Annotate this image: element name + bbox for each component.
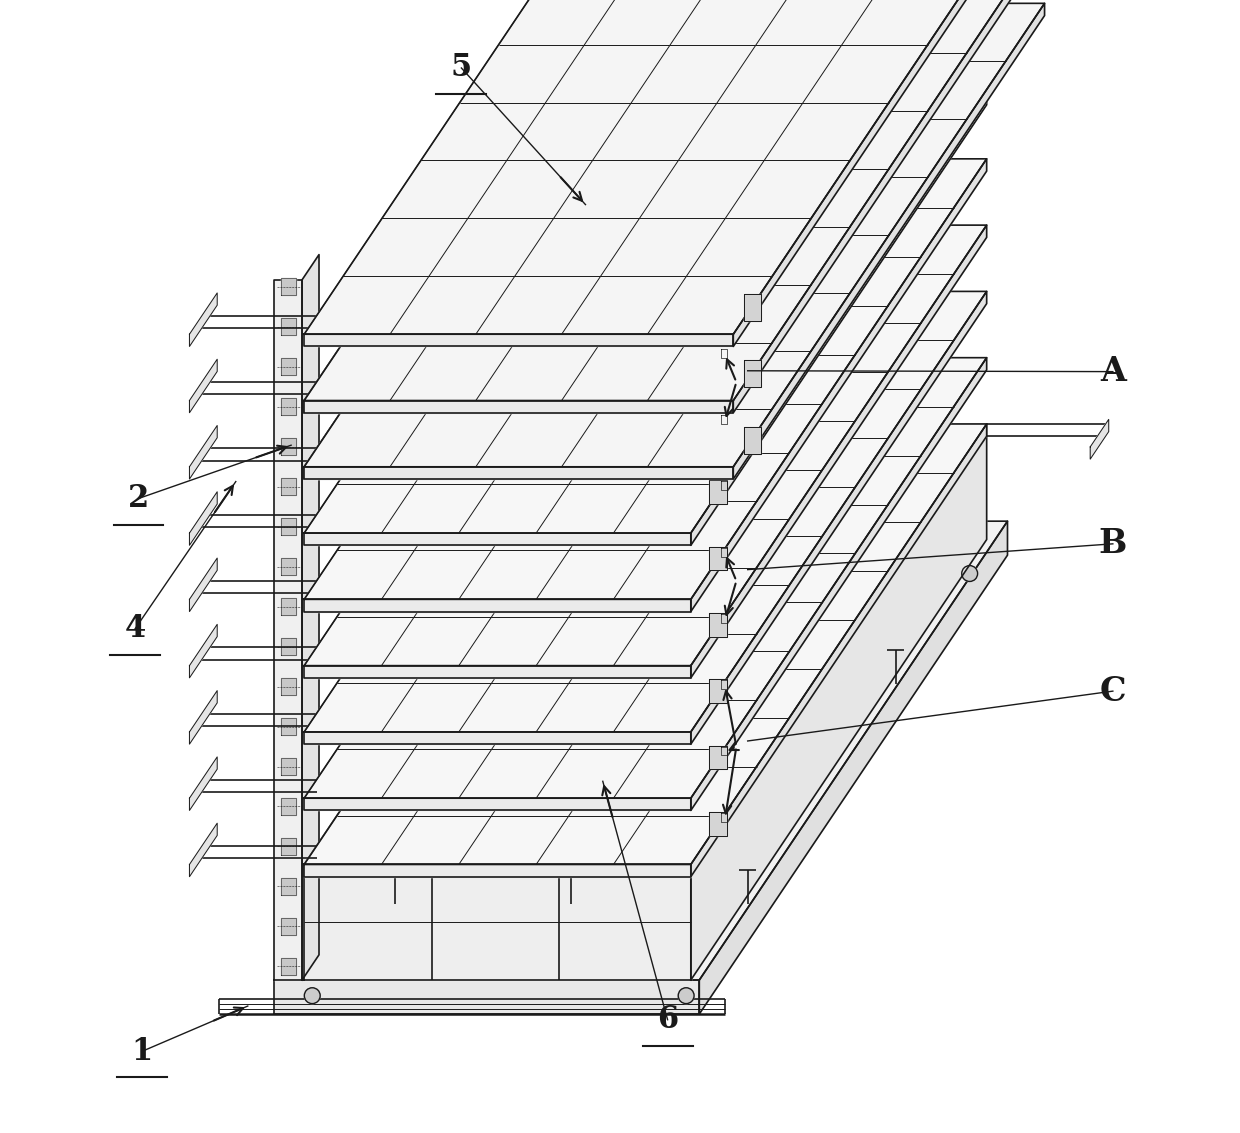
Polygon shape: [709, 811, 727, 836]
Polygon shape: [304, 424, 987, 864]
Polygon shape: [691, 358, 987, 810]
Polygon shape: [304, 599, 691, 612]
Polygon shape: [691, 93, 987, 545]
Polygon shape: [190, 293, 217, 347]
Circle shape: [588, 565, 604, 581]
Polygon shape: [280, 718, 295, 734]
Polygon shape: [280, 919, 295, 935]
Polygon shape: [304, 401, 691, 412]
Polygon shape: [304, 3, 1044, 467]
Polygon shape: [280, 598, 295, 615]
Polygon shape: [274, 980, 699, 1014]
Polygon shape: [304, 26, 987, 467]
Polygon shape: [304, 93, 987, 534]
Text: 6: 6: [657, 1004, 678, 1036]
Polygon shape: [744, 293, 761, 321]
Polygon shape: [190, 691, 217, 744]
Polygon shape: [280, 478, 295, 495]
Polygon shape: [709, 613, 727, 637]
Polygon shape: [304, 534, 691, 545]
Polygon shape: [304, 666, 691, 678]
Polygon shape: [280, 559, 295, 574]
Polygon shape: [304, 358, 987, 798]
Polygon shape: [304, 159, 987, 599]
Polygon shape: [190, 426, 217, 479]
Polygon shape: [274, 280, 303, 980]
Text: 4: 4: [124, 613, 146, 645]
Polygon shape: [190, 624, 217, 678]
Polygon shape: [691, 26, 987, 479]
Polygon shape: [280, 279, 295, 295]
Polygon shape: [1090, 419, 1109, 459]
Polygon shape: [733, 0, 1044, 347]
Polygon shape: [304, 467, 733, 479]
Polygon shape: [691, 424, 987, 980]
Polygon shape: [280, 758, 295, 775]
Polygon shape: [709, 679, 727, 702]
Polygon shape: [691, 159, 987, 612]
Polygon shape: [304, 334, 733, 347]
Polygon shape: [304, 401, 733, 412]
Polygon shape: [744, 426, 761, 453]
Text: 2: 2: [128, 483, 149, 514]
Polygon shape: [280, 519, 295, 535]
Polygon shape: [190, 559, 217, 612]
Text: 5: 5: [451, 52, 472, 84]
Polygon shape: [280, 438, 295, 454]
Polygon shape: [280, 358, 295, 375]
Polygon shape: [304, 291, 987, 732]
Circle shape: [678, 988, 694, 1004]
Polygon shape: [733, 0, 1044, 412]
Polygon shape: [691, 225, 987, 678]
Polygon shape: [190, 757, 217, 810]
Polygon shape: [709, 546, 727, 571]
Polygon shape: [190, 359, 217, 412]
Polygon shape: [280, 638, 295, 655]
Polygon shape: [303, 255, 319, 980]
Polygon shape: [709, 348, 727, 372]
Polygon shape: [709, 415, 727, 438]
Polygon shape: [304, 0, 1044, 334]
Polygon shape: [280, 959, 295, 974]
Text: B: B: [1099, 527, 1127, 561]
Polygon shape: [691, 424, 987, 877]
Polygon shape: [274, 521, 1007, 980]
Polygon shape: [691, 0, 987, 412]
Polygon shape: [280, 878, 295, 895]
Polygon shape: [280, 679, 295, 695]
Polygon shape: [304, 467, 691, 479]
Polygon shape: [304, 424, 987, 864]
Polygon shape: [304, 864, 691, 980]
Polygon shape: [190, 824, 217, 877]
Polygon shape: [304, 0, 987, 401]
Polygon shape: [691, 291, 987, 744]
Polygon shape: [304, 225, 987, 666]
Polygon shape: [709, 746, 727, 769]
Polygon shape: [280, 399, 295, 415]
Polygon shape: [280, 799, 295, 815]
Polygon shape: [304, 798, 691, 810]
Polygon shape: [733, 3, 1044, 479]
Text: 1: 1: [131, 1036, 153, 1067]
Circle shape: [962, 565, 977, 581]
Polygon shape: [709, 480, 727, 504]
Polygon shape: [304, 864, 691, 877]
Polygon shape: [699, 521, 1007, 1014]
Text: A: A: [1100, 355, 1126, 389]
Circle shape: [304, 988, 320, 1004]
Polygon shape: [304, 0, 1044, 401]
Polygon shape: [304, 732, 691, 744]
Polygon shape: [280, 838, 295, 854]
Polygon shape: [190, 492, 217, 545]
Polygon shape: [744, 360, 761, 387]
Text: C: C: [1100, 674, 1126, 708]
Polygon shape: [280, 318, 295, 334]
